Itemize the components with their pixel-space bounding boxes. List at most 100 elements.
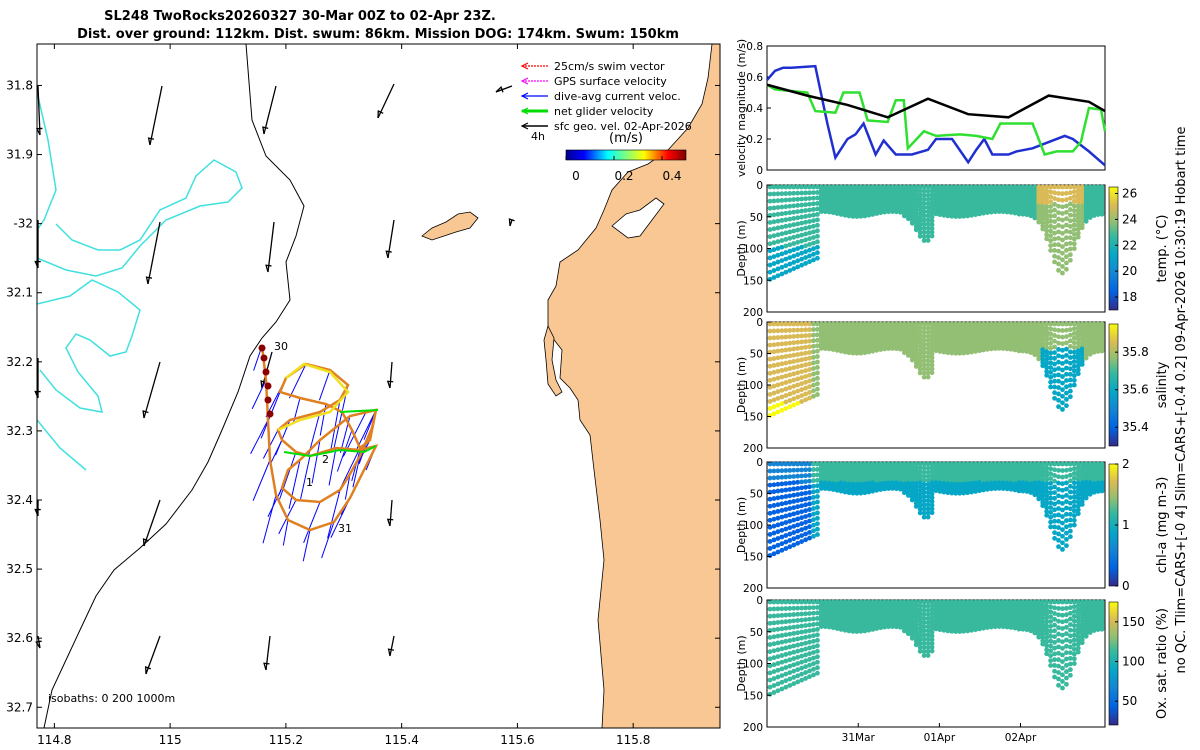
section-dot [1056,461,1061,467]
colorbar-tick-label: 0 [572,169,580,183]
section-dot [783,619,789,625]
section-dot [913,364,919,369]
section-dot [917,325,923,331]
section-dot [1067,644,1073,650]
section-dot [1052,253,1057,259]
section-dot [949,350,955,356]
track-start-marker [266,410,274,418]
section-dot [1067,517,1073,523]
section-dot [775,389,781,395]
section-dot [921,494,927,500]
section-dot [1075,355,1081,361]
section-dot [779,321,785,327]
section-dot [767,184,773,190]
section-dot [894,209,899,215]
section-dot [771,397,777,403]
section-dot [783,632,789,638]
section-dot [1064,403,1069,409]
section-dot [799,629,805,635]
section-dot [771,369,777,375]
section-dot [929,222,935,228]
section-dot [913,639,919,644]
section-dot [913,622,919,628]
section-dot [1067,483,1073,489]
speed-series-sfc-geo-velocity [766,83,1106,119]
section-dot [925,632,931,638]
section-dot [815,228,820,234]
section-dot [775,232,781,238]
section-dot [791,396,797,402]
section-dot [913,625,919,631]
colorbar-tick-label: 0.4 [662,169,681,183]
section-dot [791,197,797,202]
section-dot [1056,631,1061,637]
section-dot [1064,384,1069,390]
section-dot [771,606,777,612]
section-dot [925,221,931,227]
section-dot [791,203,797,209]
section-dot [1071,661,1077,666]
section-dot [965,213,971,219]
section-dot [811,489,816,495]
section-dot [917,633,923,639]
section-dot [767,503,773,509]
section-dot [1048,340,1054,346]
section-dot [1056,682,1061,688]
section-dot [921,346,927,351]
section-colorbar-label: salinity [1155,361,1170,408]
section-dot [1044,615,1050,621]
section-dot [1075,626,1081,632]
section-dot [815,643,820,649]
section-dot [767,342,773,348]
section-dot [921,342,927,347]
section-dot [767,262,773,268]
section-dot [1056,229,1061,235]
section-dot [811,650,816,655]
section-dot [1020,626,1026,632]
section-dot [799,327,805,333]
section-dot [1067,495,1073,500]
section-dot [803,255,808,260]
section-dot [1067,388,1073,394]
section-dot [1052,639,1057,645]
section-dot [1052,350,1057,355]
section-dot [917,461,923,467]
section-dot [771,335,777,341]
section-dot [1044,361,1050,366]
section-dot [1064,184,1069,190]
section-dot [811,661,816,667]
section-dot [1067,610,1073,616]
section-dot [1044,607,1050,613]
section-dot [795,461,801,467]
section-dot [1060,341,1065,347]
section-dot [787,676,793,682]
section-dot [807,378,812,384]
section-dot [807,628,812,634]
section-dot [1071,194,1077,199]
section-dot [929,648,935,654]
section-dot [929,203,935,209]
section-dot [1008,625,1014,630]
section-dot [1044,353,1050,358]
section-dot [913,599,919,605]
section-dot [1052,327,1057,333]
dive-avg-vector [321,521,335,559]
section-dot [1020,348,1026,354]
geo-vel-arrowhead [386,518,394,527]
section-dot [894,624,899,630]
section-dot [783,526,789,532]
section-dot [929,480,935,486]
geo-vel-arrowhead [495,86,504,93]
section-dot [1040,641,1046,647]
section-dot [767,399,773,404]
section-colorbar [1108,323,1119,447]
section-dot [1067,190,1073,196]
section-dot [925,192,931,198]
section-dot [779,619,785,625]
section-dot [799,321,805,327]
section-dot [775,362,781,368]
section-dot [783,678,789,684]
section-dot [921,624,927,630]
section-dot [1067,461,1073,467]
